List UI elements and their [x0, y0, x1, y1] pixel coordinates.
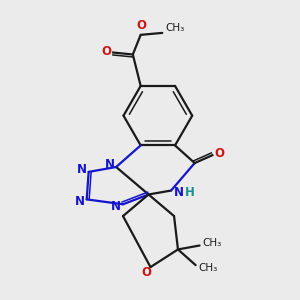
Text: H: H [185, 186, 195, 199]
Text: CH₃: CH₃ [202, 238, 222, 248]
Text: N: N [174, 186, 184, 199]
Text: CH₃: CH₃ [165, 23, 184, 33]
Text: O: O [101, 45, 111, 58]
Text: O: O [137, 19, 147, 32]
Text: N: N [111, 200, 121, 213]
Text: O: O [214, 147, 224, 160]
Text: N: N [77, 164, 87, 176]
Text: O: O [142, 266, 152, 280]
Text: N: N [75, 195, 85, 208]
Text: CH₃: CH₃ [199, 263, 218, 273]
Text: N: N [105, 158, 115, 170]
